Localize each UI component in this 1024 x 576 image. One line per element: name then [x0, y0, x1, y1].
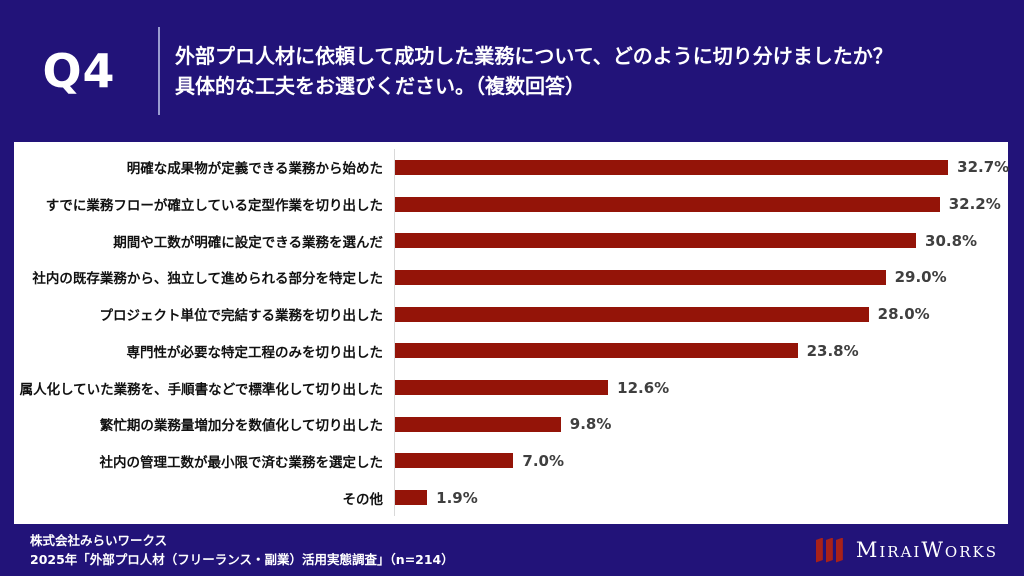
bar-row: その他 1.9%	[14, 479, 1008, 517]
bar-row: 社内の既存業務から、独立して進められる部分を特定した 29.0%	[14, 259, 1008, 296]
bar	[395, 269, 886, 285]
bar-label: プロジェクト単位で完結する業務を切り出した	[99, 308, 384, 325]
bar-value: 7.0%	[522, 451, 565, 470]
slide-title-line1: 外部プロ人材に依頼して成功した業務について、どのように切り分けましたか？	[175, 44, 893, 68]
header: Q4 外部プロ人材に依頼して成功した業務について、どのように切り分けましたか？ …	[0, 0, 1024, 142]
bar-label: 社内の既存業務から、独立して進められる部分を特定した	[32, 271, 383, 288]
bar	[395, 380, 609, 396]
bar-value: 12.6%	[617, 378, 670, 397]
bar-label: 明確な成果物が定義できる業務から始めた	[126, 161, 383, 178]
bar-label: 期間や工数が明確に設定できる業務を選んだ	[113, 234, 383, 251]
logo-bar-icon	[835, 537, 843, 563]
bar-value: 1.9%	[436, 488, 478, 507]
bar-value: 28.0%	[877, 305, 930, 324]
bar-track: 12.6%	[394, 369, 1008, 406]
source-survey: 2025年「外部プロ人材（フリーランス・副業）活用実態調査」（n=214）	[30, 552, 454, 567]
bar-label: 繁忙期の業務量増加分を数値化して切り出した	[99, 418, 383, 435]
bar-row: 専門性が必要な特定工程のみを切り出した 23.8%	[14, 332, 1008, 370]
source-note: 株式会社みらいワークス 2025年「外部プロ人材（フリーランス・副業）活用実態調…	[30, 531, 454, 570]
bar-track: 7.0%	[394, 442, 1008, 480]
bar-track: 32.2%	[394, 185, 1008, 223]
bar-label: 専門性が必要な特定工程のみを切り出した	[126, 344, 384, 361]
bar-value: 30.8%	[925, 231, 978, 250]
bar-value: 32.2%	[948, 195, 1001, 214]
question-number: Q4	[42, 44, 116, 98]
miraiworks-logo-icon	[815, 537, 846, 563]
bar-track: 28.0%	[394, 295, 1008, 333]
bar-track: 9.8%	[394, 405, 1008, 443]
footer: 株式会社みらいワークス 2025年「外部プロ人材（フリーランス・副業）活用実態調…	[0, 524, 1024, 576]
bar-row: 社内の管理工数が最小限で済む業務を選定した 7.0%	[14, 442, 1008, 480]
bar	[395, 233, 917, 249]
bar-track: 29.0%	[394, 259, 1008, 296]
bar-row: すでに業務フローが確立している定型作業を切り出した 32.2%	[14, 185, 1008, 223]
bar	[395, 416, 561, 432]
logo-bar-icon	[815, 537, 823, 563]
bar-track: 32.7%	[394, 149, 1010, 186]
bar-label: その他	[342, 491, 384, 508]
miraiworks-logo-text: MiraiWorks	[855, 538, 998, 562]
bar-value: 9.8%	[569, 415, 612, 434]
header-divider	[158, 27, 160, 115]
bar-label: すでに業務フローが確立している定型作業を切り出した	[45, 198, 383, 215]
bar-row: 属人化していた業務を、手順書などで標準化して切り出した 12.6%	[14, 369, 1008, 406]
bar	[395, 159, 949, 175]
bar	[395, 490, 428, 506]
slide-title: 外部プロ人材に依頼して成功した業務について、どのように切り分けましたか？ 具体的…	[160, 41, 893, 101]
bar-value: 23.8%	[806, 341, 859, 360]
logo-bar-icon	[825, 537, 833, 563]
bar-track: 30.8%	[394, 222, 1008, 260]
bar-row: 繁忙期の業務量増加分を数値化して切り出した 9.8%	[14, 405, 1008, 443]
bar	[395, 196, 940, 212]
bar-row: 期間や工数が明確に設定できる業務を選んだ 30.8%	[14, 222, 1008, 260]
slide-title-line2: 具体的な工夫をお選びください。（複数回答）	[175, 74, 585, 98]
bar	[395, 453, 514, 469]
bar-value: 32.7%	[957, 158, 1010, 177]
chart-panel: 明確な成果物が定義できる業務から始めた 32.7% すでに業務フローが確立してい…	[14, 142, 1010, 524]
bar	[395, 343, 798, 359]
miraiworks-logo: MiraiWorks	[815, 537, 998, 563]
bar-track: 23.8%	[394, 332, 1008, 370]
bar-track: 1.9%	[394, 479, 1008, 517]
bar-row: 明確な成果物が定義できる業務から始めた 32.7%	[14, 149, 1010, 186]
bar	[395, 306, 869, 322]
bar-label: 属人化していた業務を、手順書などで標準化して切り出した	[19, 381, 383, 398]
bar-rows: 明確な成果物が定義できる業務から始めた 32.7% すでに業務フローが確立してい…	[14, 149, 1010, 517]
source-company: 株式会社みらいワークス	[30, 532, 168, 548]
bar-value: 29.0%	[894, 268, 947, 287]
bar-row: プロジェクト単位で完結する業務を切り出した 28.0%	[14, 295, 1008, 333]
bar-label: 社内の管理工数が最小限で済む業務を選定した	[99, 454, 384, 471]
